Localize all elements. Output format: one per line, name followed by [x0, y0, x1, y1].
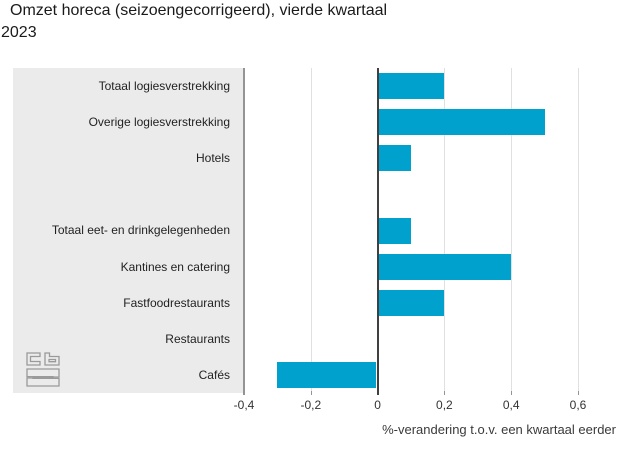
x-tick-label: -0,2	[300, 398, 322, 412]
axis-tick	[578, 391, 579, 395]
cbs-logo-icon	[26, 352, 60, 387]
category-label: Overige logiesverstrekking	[88, 115, 230, 130]
gridline	[444, 68, 446, 391]
bar	[378, 217, 411, 244]
zero-axis-line	[376, 68, 379, 395]
x-tick-label: 0,4	[502, 398, 520, 412]
gridline	[578, 68, 579, 391]
bar	[378, 73, 445, 100]
category-label: Restaurants	[165, 331, 230, 346]
category-label: Kantines en catering	[120, 259, 230, 274]
category-label: Totaal eet- en drinkgelegenheden	[51, 223, 230, 238]
category-label-panel	[13, 68, 244, 393]
axis-tick	[511, 391, 513, 395]
bar	[378, 109, 545, 136]
chart-title: Omzet horeca (seizoengecorrigeerd), vier…	[0, 0, 470, 44]
bar	[277, 361, 377, 388]
x-tick-label: 0	[374, 398, 381, 412]
bar	[378, 145, 411, 172]
x-tick-label: 0,2	[436, 398, 453, 412]
chart-title-line1: Omzet horeca (seizoengecorrigeerd), vier…	[10, 2, 388, 19]
bar	[378, 253, 512, 280]
category-label: Cafés	[198, 367, 230, 382]
chart-title-line2: 2023	[1, 24, 37, 41]
axis-tick	[444, 391, 446, 395]
y-axis-line	[243, 68, 245, 395]
category-label: Fastfoodrestaurants	[123, 295, 230, 310]
x-tick-label: 0,6	[569, 398, 587, 412]
bar	[378, 289, 445, 316]
x-axis-label: %-verandering t.o.v. een kwartaal eerder	[382, 422, 616, 437]
axis-tick	[310, 391, 312, 395]
gridline	[511, 68, 513, 391]
gridline	[310, 68, 312, 391]
category-label: Totaal logiesverstrekking	[98, 79, 230, 94]
x-tick-label: -0,4	[233, 398, 255, 412]
category-label: Hotels	[195, 151, 230, 166]
